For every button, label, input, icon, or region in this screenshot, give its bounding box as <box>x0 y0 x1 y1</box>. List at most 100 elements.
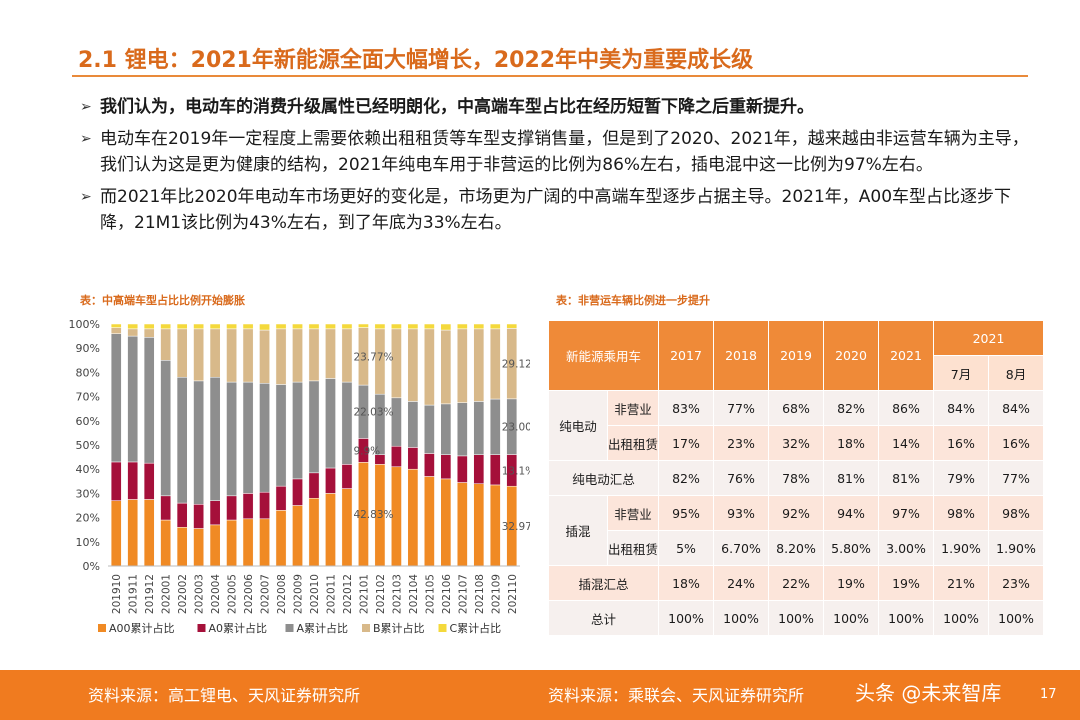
bar-segment <box>325 323 336 330</box>
bar-segment <box>143 462 155 500</box>
table-cell: 93% <box>713 495 770 531</box>
bar-segment <box>489 398 501 455</box>
legend-swatch <box>197 624 206 632</box>
x-tick-label: 202104 <box>408 574 420 614</box>
x-tick-label: 202108 <box>474 574 486 614</box>
bar-segment <box>456 323 468 330</box>
bar-segment <box>193 504 204 529</box>
table-row: 插混 非营业 95% 93% 92% 94% 97% 98% 98% <box>548 495 1045 566</box>
table-header-month: 7月 <box>933 355 990 391</box>
bar-segment <box>226 381 237 497</box>
bar-segment <box>259 491 270 520</box>
bar-segment <box>176 323 188 330</box>
bar-segment <box>193 328 204 382</box>
group-label: 插混 <box>548 495 608 566</box>
bar-segment <box>440 323 452 331</box>
table-header-label: 新能源乘用车 <box>547 320 660 391</box>
x-tick-label: 201910 <box>111 574 123 614</box>
y-tick-label: 40% <box>76 463 100 476</box>
bullet-text: 我们认为，电动车的消费升级属性已经明朗化，中高端车型占比在经历短暂下降之后重新提… <box>100 97 814 117</box>
row-label: 出租租赁 <box>606 425 660 461</box>
bar-segment <box>325 467 336 494</box>
table-cell: 100% <box>878 600 935 636</box>
y-tick-label: 10% <box>76 536 100 549</box>
table-row: 插混汇总 18% 24% 22% 19% 19% 21% 23% <box>547 565 1045 601</box>
table-row: 出租租赁 17% 23% 32% 18% 14% 16% 16% <box>548 425 1045 461</box>
x-tick-label: 202106 <box>441 574 453 614</box>
bar-segment <box>473 328 485 402</box>
table-cell: 5% <box>658 530 715 566</box>
table-cell: 18% <box>823 425 880 461</box>
x-tick-label: 202007 <box>260 574 272 614</box>
bar-segment <box>242 328 254 383</box>
summary-label: 总计 <box>547 600 660 636</box>
bar-segment <box>176 527 188 567</box>
bar-segment <box>160 519 172 567</box>
table-cell: 1.90% <box>988 530 1045 566</box>
x-tick-label: 202109 <box>490 574 502 614</box>
bar-segment <box>391 445 402 468</box>
row-label: 出租租赁 <box>606 530 660 566</box>
x-tick-label: 202001 <box>161 574 173 614</box>
data-label: 42.83% <box>353 509 393 521</box>
table-cell: 98% <box>988 495 1045 531</box>
table-header-year: 2021 <box>878 320 935 391</box>
bar-segment <box>209 524 221 567</box>
table-header-year: 2017 <box>658 320 715 391</box>
table-cell: 84% <box>988 390 1045 426</box>
bar-segment <box>143 337 155 464</box>
x-tick-label: 202103 <box>391 574 403 614</box>
bar-segment <box>424 323 435 330</box>
bar-segment <box>226 323 237 330</box>
table-cell: 100% <box>713 600 770 636</box>
bar-segment <box>440 329 452 405</box>
table-cell: 19% <box>878 565 935 601</box>
bar-segment <box>473 483 485 567</box>
table-cell: 98% <box>933 495 990 531</box>
bar-segment <box>391 323 402 330</box>
bar-segment <box>292 478 303 506</box>
bar-segment <box>341 464 353 489</box>
legend-label: A累计占比 <box>297 621 349 635</box>
table-cell: 100% <box>933 600 990 636</box>
bar-segment <box>226 328 237 383</box>
y-tick-label: 100% <box>69 318 100 331</box>
title-divider <box>72 75 1028 77</box>
table-cell: 92% <box>768 495 825 531</box>
table-cell: 23% <box>988 565 1045 601</box>
bar-segment <box>110 500 122 567</box>
table-cell: 84% <box>933 390 990 426</box>
bar-segment <box>341 381 353 465</box>
bar-segment <box>325 378 336 469</box>
table-cell: 32% <box>768 425 825 461</box>
bar-segment <box>259 518 270 567</box>
legend-swatch <box>362 624 370 632</box>
bar-segment <box>341 328 353 383</box>
bar-segment <box>193 323 204 330</box>
x-tick-label: 202105 <box>424 574 436 614</box>
bar-segment <box>489 484 501 567</box>
bullet-arrow-icon: ➢ <box>80 99 92 115</box>
table-row: 出租租赁 5% 6.70% 8.20% 5.80% 3.00% 1.90% 1.… <box>548 530 1045 566</box>
bar-segment <box>489 328 501 400</box>
bar-segment <box>456 328 468 403</box>
bar-segment <box>176 502 188 528</box>
data-label: 23.00% <box>502 422 530 434</box>
bar-segment <box>407 323 419 330</box>
table-cell: 94% <box>823 495 880 531</box>
bar-segment <box>424 404 435 454</box>
legend-label: A00累计占比 <box>109 621 175 635</box>
table-cell: 22% <box>768 565 825 601</box>
bar-segment <box>143 323 155 330</box>
y-tick-label: 70% <box>76 391 100 404</box>
bullet-arrow-icon: ➢ <box>80 189 92 205</box>
bar-segment <box>242 518 254 567</box>
bar-segment <box>292 381 303 480</box>
data-label: 13.1% <box>502 465 530 477</box>
row-label: 非营业 <box>606 390 660 426</box>
data-label: 23.77% <box>353 351 393 363</box>
bar-segment <box>440 478 452 567</box>
table-header-year: 2020 <box>823 320 880 391</box>
bar-segment <box>473 401 485 455</box>
table-cell: 6.70% <box>713 530 770 566</box>
